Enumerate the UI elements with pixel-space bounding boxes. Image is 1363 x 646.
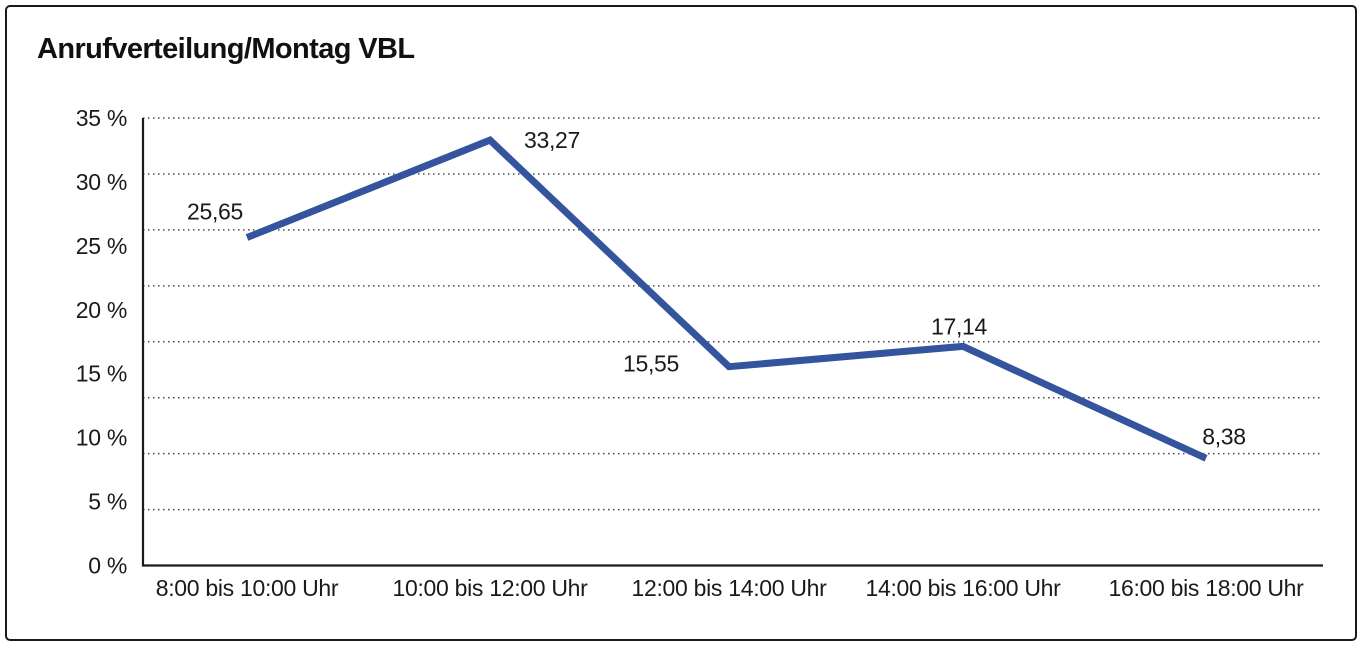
- y-tick-label: 20 %: [76, 297, 127, 323]
- y-tick-label: 35 %: [76, 105, 127, 131]
- series-line: [245, 136, 1208, 462]
- y-tick-label: 5 %: [88, 489, 127, 515]
- x-category-label: 10:00 bis 12:00 Uhr: [392, 575, 588, 601]
- x-category-label: 16:00 bis 18:00 Uhr: [1108, 575, 1304, 601]
- y-tick-label: 25 %: [76, 233, 127, 259]
- x-category-label: 14:00 bis 16:00 Uhr: [865, 575, 1061, 601]
- y-tick-label: 15 %: [76, 361, 127, 387]
- x-category-label: 8:00 bis 10:00 Uhr: [156, 575, 339, 601]
- data-point-label: 15,55: [623, 351, 679, 377]
- y-tick-label: 30 %: [76, 169, 127, 195]
- y-tick-label: 10 %: [76, 425, 127, 451]
- x-category-label: 12:00 bis 14:00 Uhr: [631, 575, 827, 601]
- chart-title: Anrufverteilung/Montag VBL: [37, 33, 415, 65]
- data-point-label: 17,14: [931, 313, 988, 339]
- y-tick-label: 0 %: [88, 553, 127, 579]
- data-point-label: 25,65: [187, 199, 243, 225]
- data-point-label: 33,27: [524, 127, 580, 153]
- data-point-label: 8,38: [1202, 423, 1246, 449]
